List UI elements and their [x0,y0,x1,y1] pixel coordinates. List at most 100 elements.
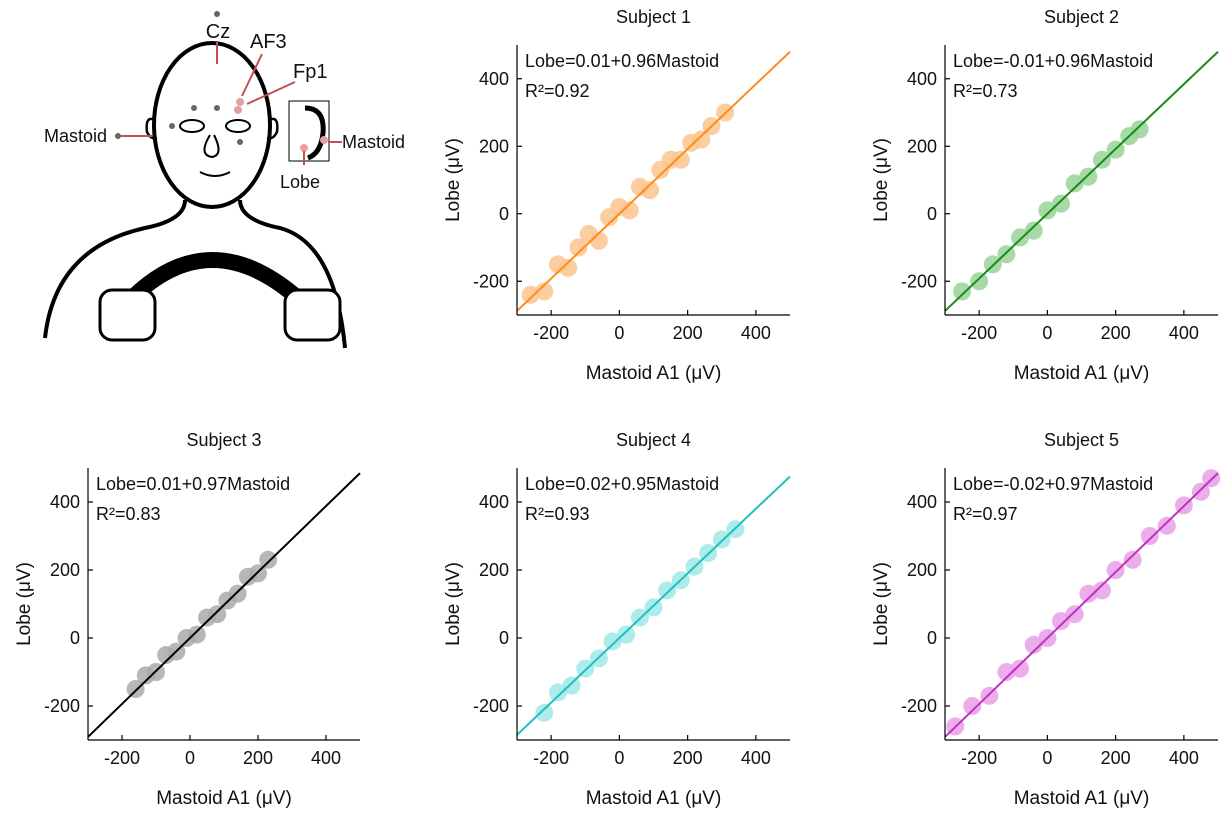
point [712,530,731,549]
point [1079,584,1098,603]
x-tick-label: 200 [243,748,273,768]
scatter-chart: Subject 2 -200 0 200 400 -200 0 200 400 Lobe=-0.0… [871,7,1219,384]
arrow [241,53,263,97]
mouth [199,171,231,177]
electrode [214,11,220,17]
chart-title: Subject 5 [1044,430,1119,450]
x-tick-label: 0 [1042,748,1052,768]
x-tick-label: 400 [1169,323,1199,343]
y-tick-label: 400 [479,69,509,89]
point [658,581,677,600]
y-tick-label: 400 [479,492,509,512]
x-tick-label: 200 [673,748,703,768]
r-squared: R²=0.97 [953,504,1018,524]
arrow [246,81,296,105]
point [187,625,206,644]
x-tick-label: -200 [961,748,997,768]
point [548,683,567,702]
electrode [234,106,242,114]
point [1065,174,1084,193]
point [208,605,227,624]
y-tick-label: 400 [907,69,937,89]
y-tick-label: -200 [901,271,937,291]
fit-line [87,472,361,738]
scatter-chart: Subject 4 -200 0 200 400 -200 0 200 400 Lobe=0.02… [443,430,791,809]
r-squared: R²=0.83 [96,504,161,524]
x-tick-label: 0 [185,748,195,768]
point [644,598,663,617]
electrode [320,136,328,144]
y-axis-label: Lobe (μV) [871,562,892,646]
nose [203,134,220,159]
point [1130,120,1149,139]
point [1052,194,1071,213]
point [997,245,1016,264]
y-tick-label: 200 [907,136,937,156]
point [1106,561,1125,579]
x-tick-label: 200 [1101,323,1131,343]
y-tick-label: 400 [50,492,80,512]
x-axis-label: Mastoid A1 (μV) [586,363,722,384]
x-tick-label: 0 [614,323,624,343]
fit-line [944,51,1219,312]
x-tick-label: -200 [104,748,140,768]
point [671,150,690,169]
point [617,625,636,644]
chart-title: Subject 4 [616,430,691,450]
x-axis-label: Mastoid A1 (μV) [156,788,292,809]
x-axis-label: Mastoid A1 (μV) [1014,363,1150,384]
label-mastoid-right: Mastoid [342,132,405,152]
y-tick-label: 200 [479,136,509,156]
chart-title: Subject 3 [186,430,261,450]
scatter-chart: Subject 3 -200 0 200 400 -200 0 200 400 Lobe=0.01… [14,430,361,809]
r-squared: R²=0.73 [953,81,1018,101]
annotation: Lobe=0.01+0.97Mastoid [96,474,290,494]
r-squared: R²=0.93 [525,504,590,524]
ear [266,117,279,140]
y-tick-label: -200 [901,696,937,716]
scatter-chart: Subject 5 -200 0 200 400 -200 0 200 400 Lobe=-0.0… [871,430,1221,809]
point [1024,635,1043,654]
x-tick-label: 200 [1101,748,1131,768]
point [620,201,639,220]
y-tick-label: 0 [70,628,80,648]
x-tick-label: 400 [311,748,341,768]
point [1140,527,1159,545]
arrows [120,42,342,165]
fit-line [516,51,791,312]
y-tick-label: -200 [473,271,509,291]
point [963,697,982,715]
electrode [169,123,175,129]
ear [145,117,158,140]
y-tick-label: 0 [927,628,937,648]
x-tick-label: -200 [533,323,569,343]
point [559,258,578,277]
y-tick-label: 200 [479,560,509,580]
ear-inset [288,100,330,162]
point [603,632,622,651]
point [980,686,999,705]
y-axis-label: Lobe (μV) [443,138,464,222]
point [1011,659,1030,678]
annotation: Lobe=-0.02+0.97Mastoid [953,474,1153,494]
x-tick-label: 400 [741,748,771,768]
point [569,238,588,257]
point [641,181,660,200]
label-fp1: Fp1 [293,61,327,83]
electrode [191,105,197,111]
x-tick-label: -200 [533,748,569,768]
y-tick-label: -200 [473,696,509,716]
point [997,663,1016,681]
x-tick-label: -200 [961,323,997,343]
scatter-chart: Subject 1 -200 0 200 400 -200 0 200 400 Lobe=0.01… [443,7,791,384]
chart-title: Subject 2 [1044,7,1119,27]
point [228,584,247,603]
fist [98,288,157,342]
y-tick-label: 200 [50,560,80,580]
point [1092,150,1111,169]
point [1079,167,1098,186]
label-lobe: Lobe [280,172,320,192]
point [1123,550,1142,569]
annotation: Lobe=0.02+0.95Mastoid [525,474,719,494]
point [1038,201,1057,220]
